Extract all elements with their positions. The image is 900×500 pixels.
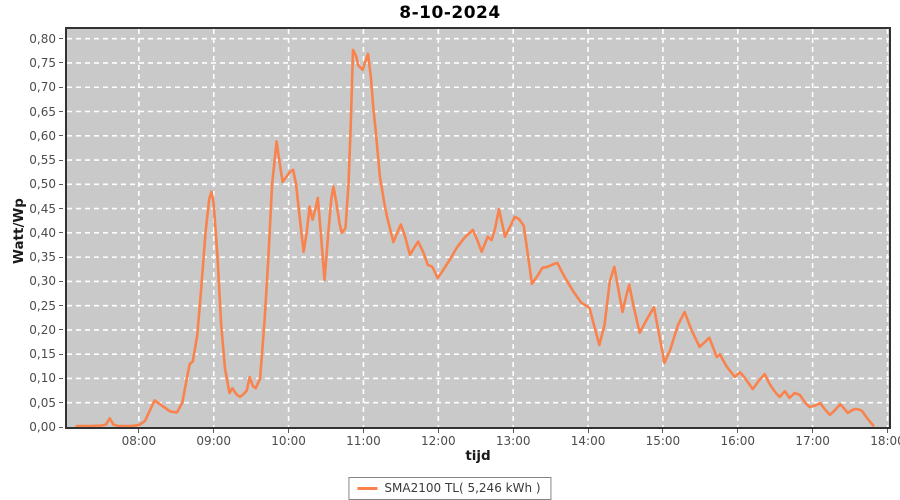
y-tick-label: 0,65 — [29, 104, 56, 119]
y-tick-mark — [59, 353, 63, 355]
x-tick-label: 13:00 — [495, 434, 531, 448]
y-tick-mark — [59, 280, 63, 282]
x-tick-label: 15:00 — [645, 434, 681, 448]
y-tick-label: 0,70 — [29, 80, 56, 95]
x-tick-label: 14:00 — [570, 434, 606, 448]
x-tick-label: 18:00 — [870, 434, 900, 448]
x-tick-mark — [812, 429, 814, 433]
y-tick-label: 0,50 — [29, 177, 56, 192]
x-tick-label: 12:00 — [421, 434, 456, 448]
x-tick-mark — [737, 429, 739, 433]
x-tick-label: 10:00 — [271, 434, 306, 448]
x-tick-mark — [213, 429, 215, 433]
y-tick-mark — [59, 62, 63, 64]
y-tick-mark — [59, 426, 63, 428]
y-tick-label: 0,40 — [29, 225, 56, 240]
y-tick-mark — [59, 135, 63, 137]
y-tick-mark — [59, 38, 63, 40]
x-tick-mark — [587, 429, 589, 433]
y-tick-mark — [59, 402, 63, 404]
x-tick-label: 16:00 — [720, 434, 756, 448]
x-tick-label: 11:00 — [346, 434, 381, 448]
x-tick-mark — [362, 429, 364, 433]
x-tick-mark — [288, 429, 290, 433]
y-tick-mark — [59, 256, 63, 258]
x-tick-label: 09:00 — [196, 434, 232, 448]
x-tick-mark — [437, 429, 439, 433]
y-tick-mark — [59, 159, 63, 161]
series-line — [75, 48, 875, 427]
x-tick-label: 17:00 — [795, 434, 830, 448]
legend: SMA2100 TL( 5,246 kWh ) — [348, 477, 552, 500]
y-tick-label: 0,55 — [29, 153, 56, 168]
x-axis-title: tijd — [465, 448, 491, 464]
y-tick-mark — [59, 377, 63, 379]
y-tick-label: 0,80 — [29, 31, 56, 46]
y-tick-mark — [59, 86, 63, 88]
y-tick-label: 0,00 — [29, 420, 56, 434]
y-tick-label: 0,15 — [29, 347, 56, 362]
y-tick-label: 0,05 — [29, 395, 56, 410]
y-tick-label: 0,10 — [29, 371, 56, 386]
y-tick-label: 0,60 — [29, 128, 56, 143]
chart-title: 8-10-2024 — [399, 3, 501, 23]
chart-canvas — [67, 29, 889, 427]
y-tick-label: 0,30 — [29, 274, 56, 289]
y-tick-mark — [59, 111, 63, 112]
y-tick-label: 0,20 — [29, 322, 56, 337]
y-tick-label: 0,75 — [29, 55, 56, 70]
y-tick-mark — [59, 329, 63, 331]
y-tick-label: 0,45 — [29, 201, 56, 216]
legend-series-label: SMA2100 TL( 5,246 kWh ) — [384, 481, 541, 495]
plot-area — [65, 27, 891, 429]
x-tick-mark — [887, 429, 888, 433]
x-tick-mark — [662, 429, 664, 433]
x-tick-mark — [138, 429, 140, 433]
y-tick-mark — [59, 208, 63, 210]
y-tick-mark — [59, 305, 63, 307]
y-tick-label: 0,35 — [29, 250, 56, 265]
x-tick-label: 08:00 — [121, 434, 157, 448]
x-tick-mark — [512, 429, 514, 433]
legend-series-swatch — [357, 486, 378, 490]
y-tick-label: 0,25 — [29, 298, 56, 313]
y-tick-mark — [59, 183, 63, 185]
y-tick-mark — [59, 232, 63, 234]
